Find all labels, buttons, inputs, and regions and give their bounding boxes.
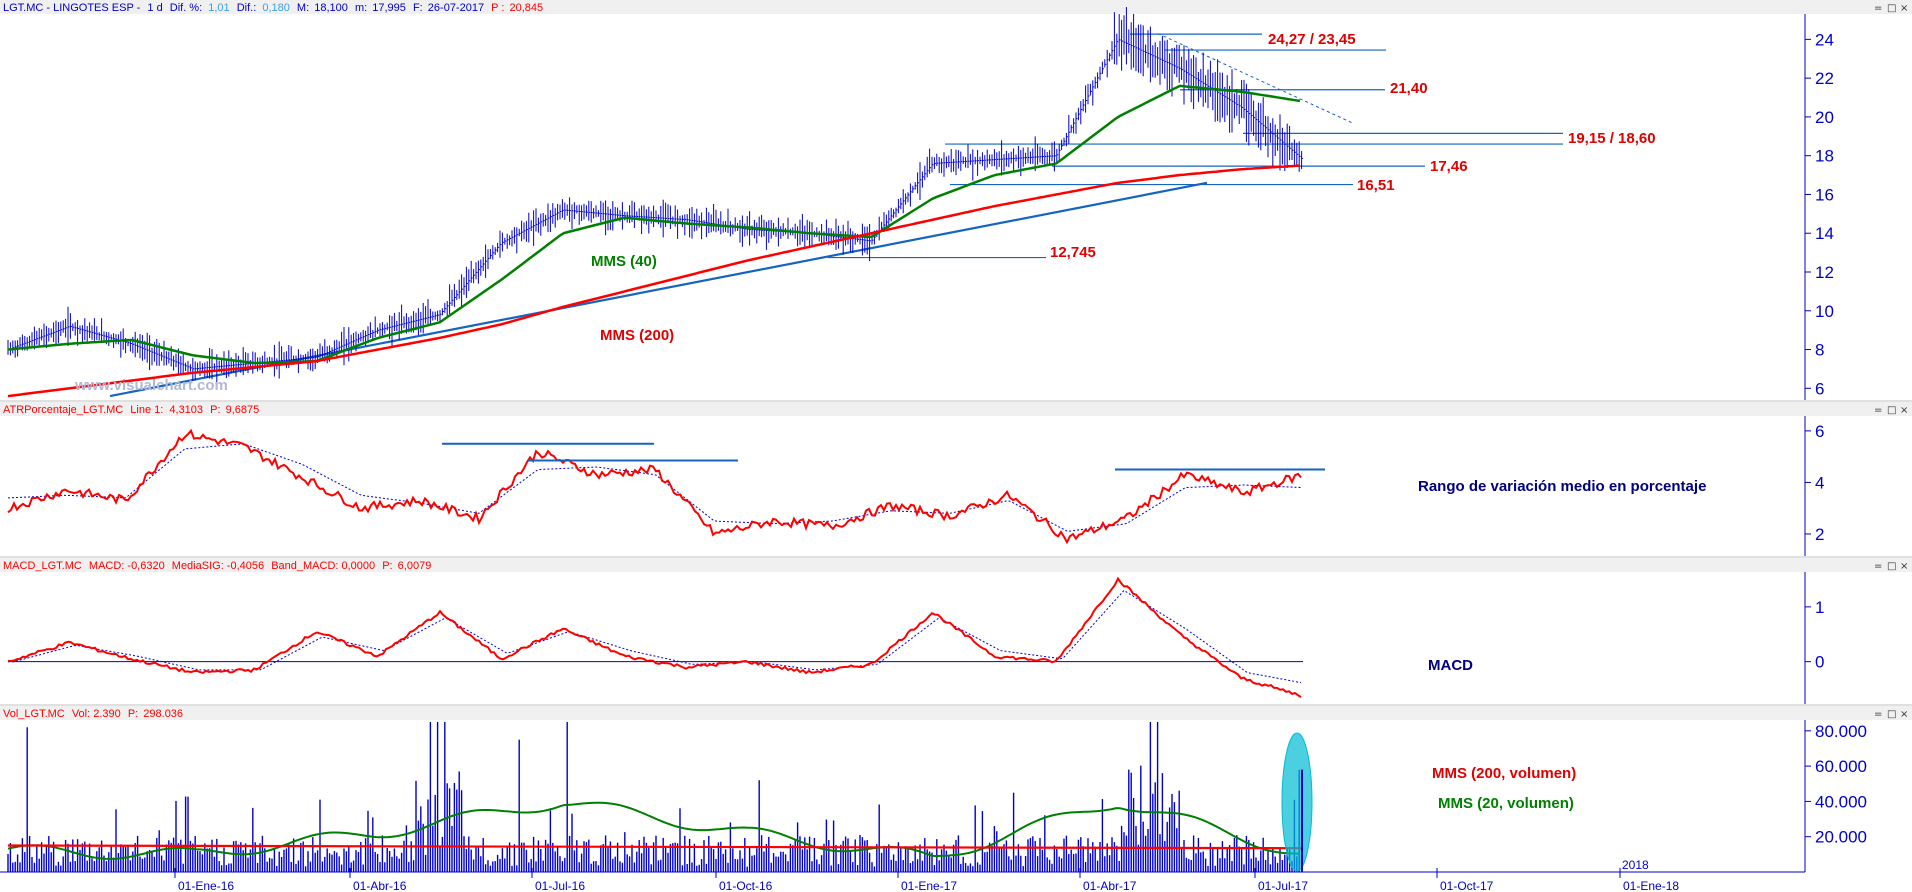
- atr-line: [7, 428, 1302, 545]
- annotation-12-745: 12,745: [1050, 244, 1096, 261]
- close-icon[interactable]: ×: [1900, 561, 1908, 572]
- x-tick-label: 01-Ene-18: [1623, 879, 1679, 892]
- x-tick-label: 01-Jul-17: [1258, 879, 1308, 892]
- macd-y-ticks: 10: [1805, 598, 1824, 672]
- main-window-buttons[interactable]: = □ ×: [1874, 3, 1908, 14]
- maximize-icon[interactable]: □: [1887, 3, 1896, 14]
- volume-y-tick-label: 60.000: [1815, 757, 1867, 776]
- main-panel: LGT.MC - LINGOTES ESP - 1 d Dif. %: 1,01…: [0, 0, 1912, 400]
- atr-header: ATRPorcentaje_LGT.MC Line 1: 4,3103 P: 9…: [3, 404, 259, 416]
- year-marker: 2018: [1622, 858, 1649, 872]
- atr-label: Rango de variación medio en porcentaje: [1418, 478, 1706, 495]
- main-header-bar: [0, 0, 1912, 14]
- macd-line: [7, 576, 1302, 698]
- volume-y-tick-label: 20.000: [1815, 828, 1867, 847]
- main-y-tick-label: 12: [1815, 263, 1834, 282]
- volume-panel: Vol_LGT.MC Vol: 2.390 P: 298.036 = □ × 8…: [0, 704, 1912, 872]
- maximize-icon[interactable]: □: [1887, 405, 1896, 416]
- close-icon[interactable]: ×: [1900, 405, 1908, 416]
- trend-line-support: [109, 181, 1208, 398]
- close-icon[interactable]: ×: [1900, 3, 1908, 14]
- minimize-icon[interactable]: =: [1874, 3, 1882, 14]
- volume-window-buttons[interactable]: = □ ×: [1874, 709, 1908, 720]
- highlight-ellipse: [1281, 732, 1313, 872]
- price-bars: [7, 7, 1304, 384]
- x-axis: 01-Ene-16 01-Abr-16 01-Jul-16 01-Oct-16 01-E…: [0, 858, 1805, 892]
- main-y-tick-label: 18: [1815, 147, 1834, 166]
- macd-y-tick-label: 1: [1815, 598, 1824, 617]
- x-tick-label: 01-Abr-17: [1083, 879, 1137, 892]
- annotation-21-40: 21,40: [1390, 80, 1428, 97]
- annotation-16-51: 16,51: [1357, 177, 1395, 194]
- annotation-24-27: 24,27 / 23,45: [1268, 31, 1356, 48]
- atr-y-tick-label: 6: [1815, 422, 1824, 441]
- macd-signal-line: [8, 589, 1302, 684]
- x-tick-label: 01-Ene-16: [178, 879, 234, 892]
- mms40-line: [7, 84, 1301, 365]
- volume-plot: [7, 722, 1313, 872]
- main-y-ticks: 24 22 20 18 16 14 12 10 8 6: [1805, 30, 1834, 398]
- macd-panel: MACD_LGT.MC MACD: -0,6320 MediaSIG: -0,4…: [0, 556, 1912, 704]
- atr-plot: [7, 428, 1325, 545]
- annotation-17-46: 17,46: [1430, 158, 1468, 175]
- atr-panel: ATRPorcentaje_LGT.MC Line 1: 4,3103 P: 9…: [0, 400, 1912, 556]
- x-tick-label: 01-Jul-16: [535, 879, 585, 892]
- volume-header-bar: [0, 706, 1912, 720]
- main-y-tick-label: 8: [1815, 341, 1824, 360]
- volume-y-ticks: 80.000 60.000 40.000 20.000: [1805, 722, 1867, 847]
- main-y-tick-label: 20: [1815, 108, 1834, 127]
- volume-y-tick-label: 80.000: [1815, 722, 1867, 741]
- atr-y-ticks: 6 4 2: [1805, 422, 1824, 544]
- maximize-icon[interactable]: □: [1887, 709, 1896, 720]
- minimize-icon[interactable]: =: [1874, 561, 1882, 572]
- macd-y-tick-label: 0: [1815, 653, 1824, 672]
- main-header: LGT.MC - LINGOTES ESP - 1 d Dif. %: 1,01…: [3, 2, 543, 14]
- volume-mms20-line: [7, 801, 1301, 860]
- macd-header: MACD_LGT.MC MACD: -0,6320 MediaSIG: -0,4…: [3, 560, 431, 572]
- main-y-tick-label: 22: [1815, 69, 1834, 88]
- volume-label-mms20: MMS (20, volumen): [1438, 795, 1574, 812]
- x-tick-label: 01-Ene-17: [901, 879, 957, 892]
- main-y-tick-label: 24: [1815, 30, 1834, 49]
- minimize-icon[interactable]: =: [1874, 405, 1882, 416]
- main-y-tick-label: 14: [1815, 224, 1834, 243]
- macd-window-buttons[interactable]: = □ ×: [1874, 561, 1908, 572]
- close-icon[interactable]: ×: [1900, 709, 1908, 720]
- maximize-icon[interactable]: □: [1887, 561, 1896, 572]
- atr-header-bar: [0, 402, 1912, 416]
- main-plot: [7, 7, 1563, 398]
- annotation-mms40: MMS (40): [591, 253, 657, 270]
- watermark: www.visualchart.com: [74, 377, 228, 394]
- atr-window-buttons[interactable]: = □ ×: [1874, 405, 1908, 416]
- x-tick-label: 01-Oct-17: [1440, 879, 1494, 892]
- macd-header-bar: [0, 558, 1912, 572]
- x-ticks: 01-Ene-16 01-Abr-16 01-Jul-16 01-Oct-16 01-E…: [174, 868, 1679, 892]
- volume-label-mms200: MMS (200, volumen): [1432, 765, 1576, 782]
- macd-label: MACD: [1428, 657, 1473, 674]
- annotation-mms200: MMS (200): [600, 327, 674, 344]
- macd-plot: [7, 576, 1303, 698]
- atr-y-tick-label: 4: [1815, 473, 1824, 492]
- volume-y-tick-label: 40.000: [1815, 792, 1867, 811]
- volume-mms200-line: [7, 844, 1304, 850]
- atr-y-tick-label: 2: [1815, 525, 1824, 544]
- main-y-tick-label: 16: [1815, 185, 1834, 204]
- annotation-19-15: 19,15 / 18,60: [1568, 130, 1656, 147]
- atr-signal-line: [7, 443, 1302, 532]
- x-tick-label: 01-Oct-16: [719, 879, 773, 892]
- minimize-icon[interactable]: =: [1874, 709, 1882, 720]
- x-tick-label: 01-Abr-16: [353, 879, 407, 892]
- mms200-line: [7, 164, 1301, 398]
- main-y-tick-label: 10: [1815, 302, 1834, 321]
- main-y-tick-label: 6: [1815, 379, 1824, 398]
- volume-header: Vol_LGT.MC Vol: 2.390 P: 298.036: [3, 708, 183, 720]
